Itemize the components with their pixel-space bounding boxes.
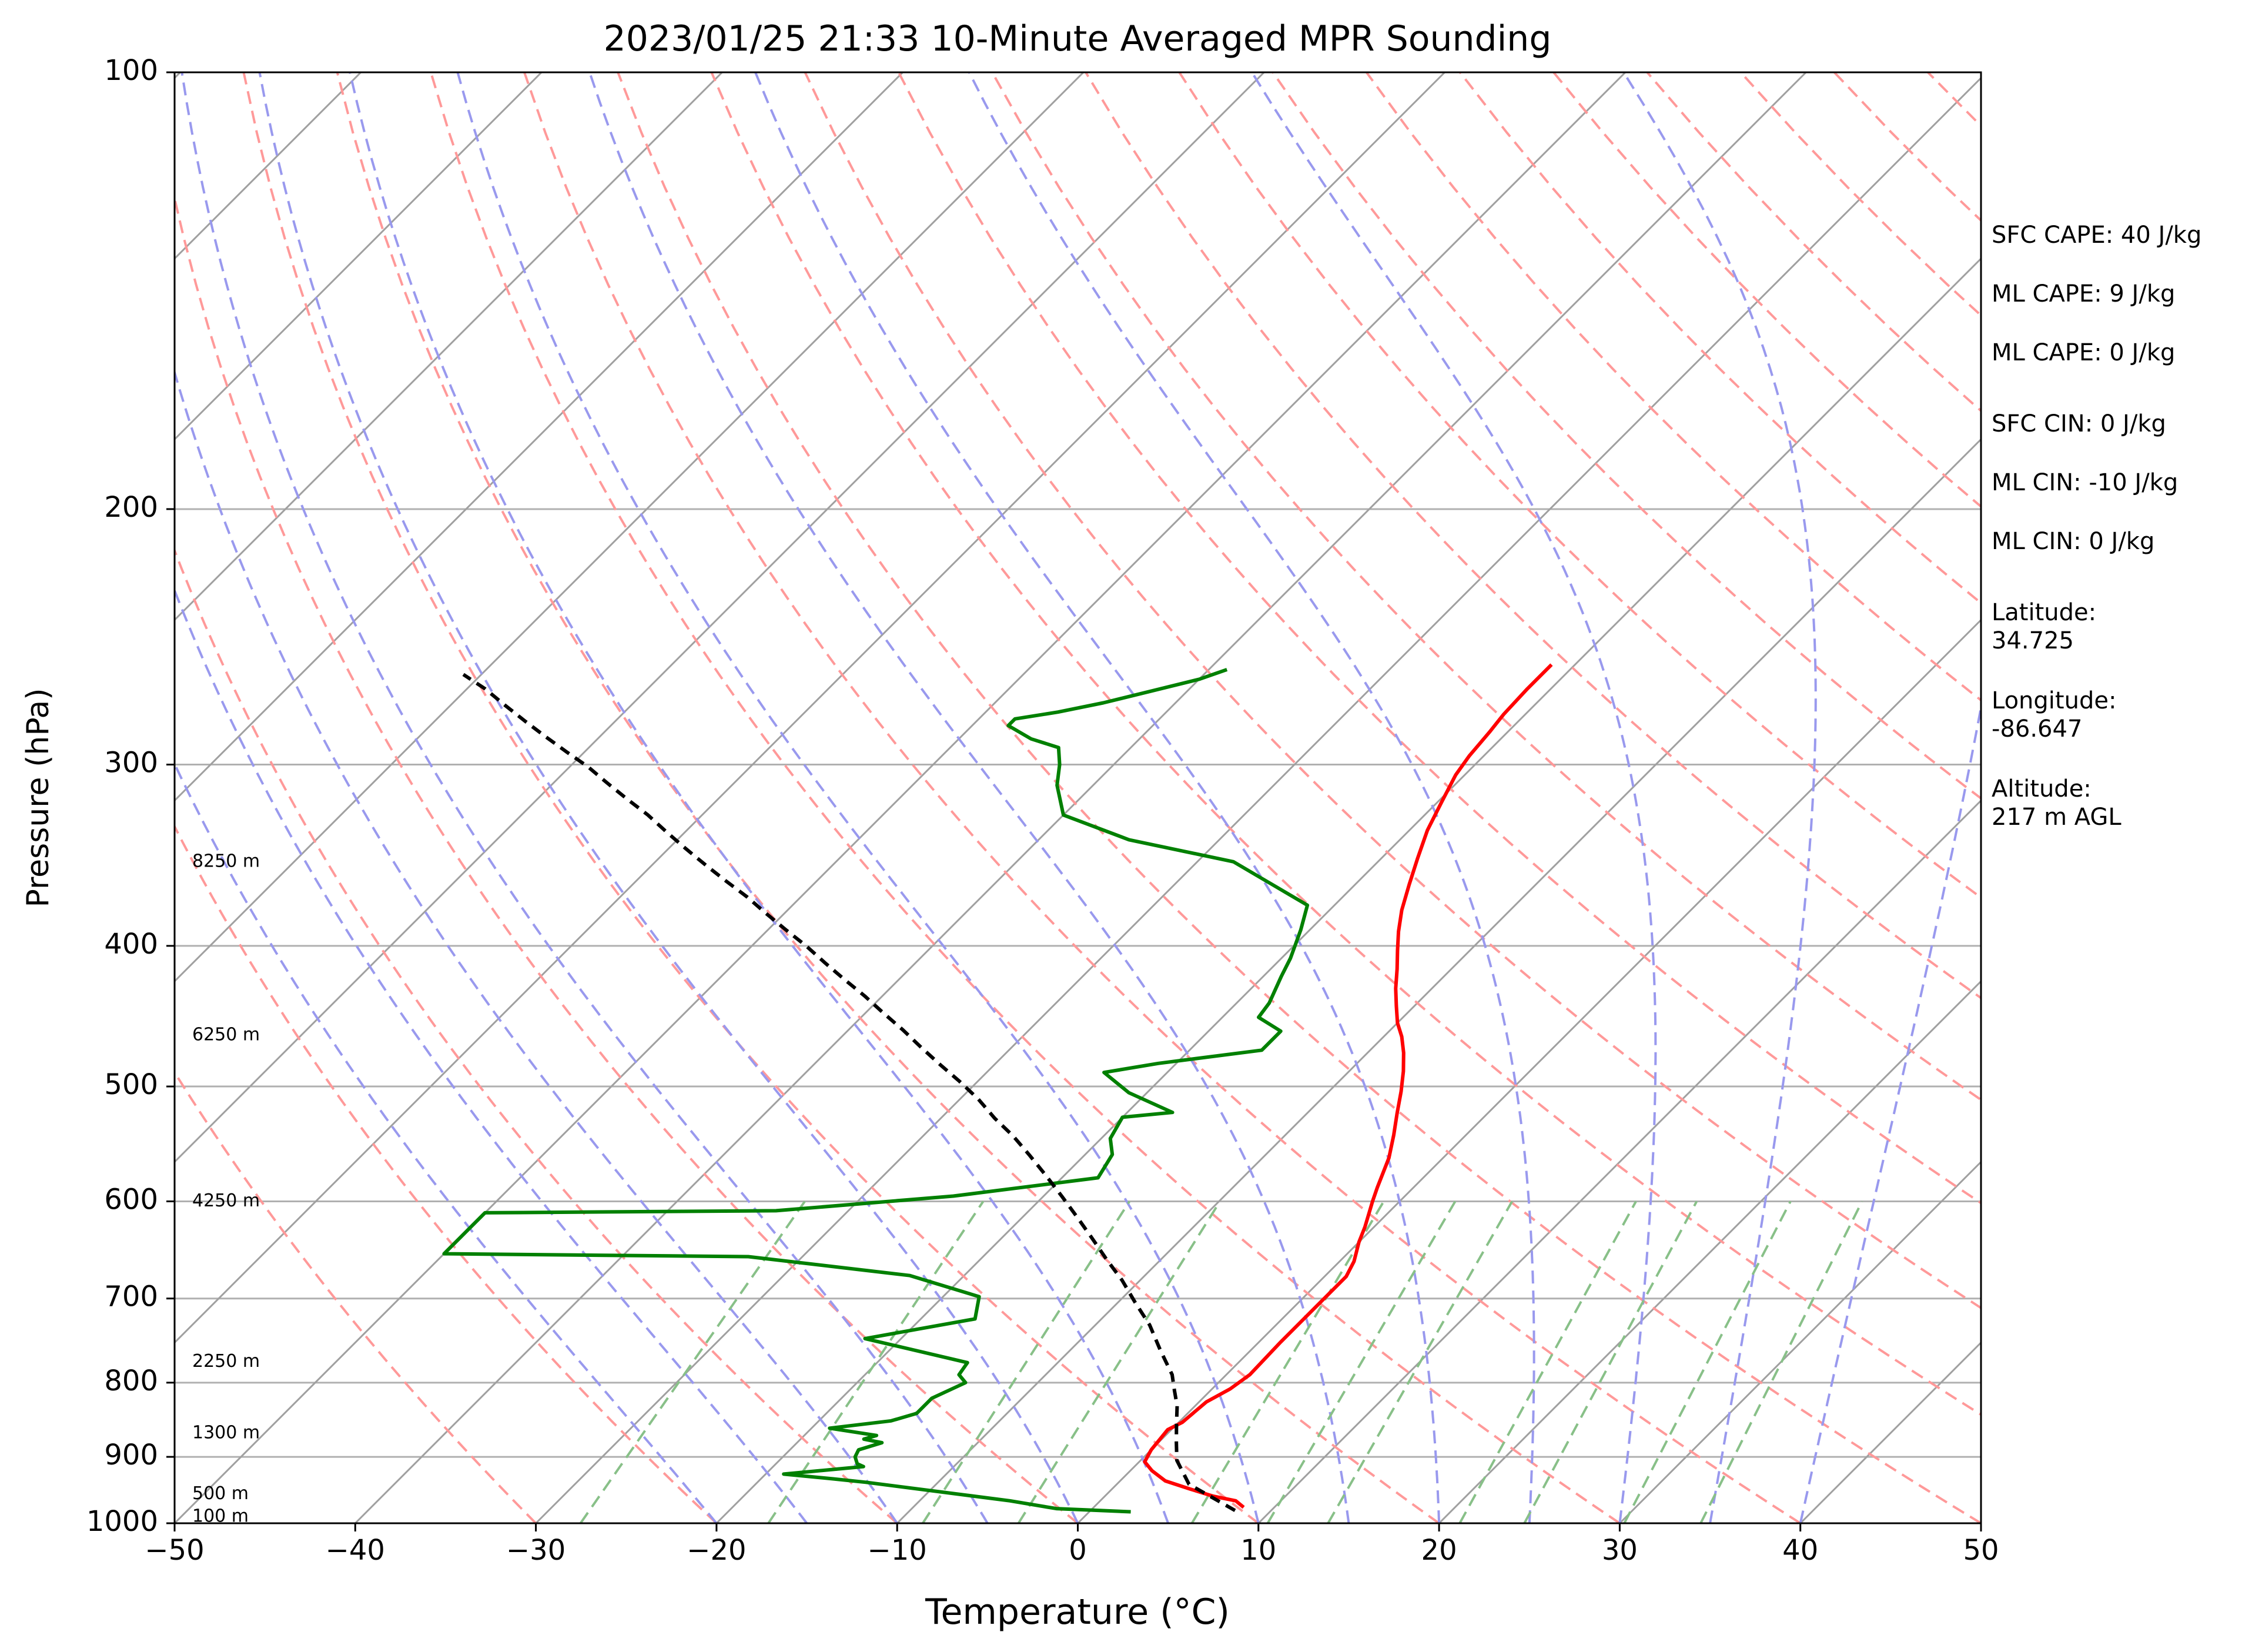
moist-adiabat <box>180 72 989 1523</box>
isotherm-line <box>535 76 1981 1523</box>
dry-adiabat <box>804 72 1981 1310</box>
height-label: 6250 m <box>192 1025 260 1045</box>
y-tick-label: 900 <box>104 1439 158 1472</box>
mixing-ratio-line <box>1327 1200 1514 1523</box>
height-label: 500 m <box>192 1483 249 1504</box>
x-tick-label: 0 <box>1069 1534 1087 1567</box>
altitude-text: Altitude: 217 m AGL <box>1992 775 2121 831</box>
dry-adiabat <box>175 193 1079 1523</box>
isotherm-line <box>1257 799 1981 1523</box>
moist-adiabat <box>1251 72 1657 1523</box>
sfc-cin-text: SFC CIN: 0 J/kg <box>1992 410 2166 437</box>
mixing-ratio-line <box>1623 1200 1792 1523</box>
height-label: 1300 m <box>192 1423 260 1443</box>
mixing-ratio-line <box>1699 1200 1863 1523</box>
ml-cape-text-2: ML CAPE: 0 J/kg <box>1992 339 2176 366</box>
x-tick-label: 10 <box>1240 1534 1276 1567</box>
dry-adiabat <box>175 824 718 1523</box>
moist-adiabat <box>175 587 808 1523</box>
mixing-ratio-line <box>1266 1200 1457 1523</box>
ml-cape-text: ML CAPE: 9 J/kg <box>1992 280 2176 307</box>
isotherm-line <box>175 72 723 621</box>
isotherm-line <box>175 72 1085 983</box>
x-tick-label: 50 <box>1963 1534 1999 1567</box>
y-tick-label: 800 <box>104 1365 158 1397</box>
mixing-ratio-line <box>1017 1200 1222 1523</box>
dry-adiabat <box>1365 72 1981 702</box>
mixing-ratio-line <box>579 1200 806 1523</box>
dry-adiabat <box>336 72 1440 1523</box>
height-label: 8250 m <box>192 851 260 871</box>
x-tick-label: −40 <box>326 1534 385 1567</box>
isotherm-line <box>175 72 1265 1163</box>
dewpoint-line <box>442 668 1310 1514</box>
isotherm-line <box>1619 1161 1981 1523</box>
mixing-ratio-line <box>1523 1200 1698 1523</box>
dry-adiabat <box>523 72 1801 1523</box>
moist-adiabat <box>1622 72 1817 1523</box>
x-tick-label: −20 <box>687 1534 746 1567</box>
height-label: 2250 m <box>192 1351 260 1372</box>
mixing-ratio-line <box>1190 1200 1385 1523</box>
chart-title: 2023/01/25 21:33 10-Minute Averaged MPR … <box>604 18 1552 59</box>
ml-cin-text: ML CIN: -10 J/kg <box>1992 469 2179 496</box>
x-tick-label: 20 <box>1421 1534 1457 1567</box>
height-label: 4250 m <box>192 1190 260 1211</box>
x-tick-label: −50 <box>145 1534 204 1567</box>
moist-adiabat <box>349 72 1170 1523</box>
moist-adiabat <box>588 72 1350 1523</box>
x-tick-label: −10 <box>868 1534 927 1567</box>
dry-adiabat <box>242 72 1260 1523</box>
temperature-line <box>1143 663 1553 1509</box>
isotherm-line <box>1438 979 1981 1523</box>
y-tick-label: 700 <box>104 1280 158 1313</box>
x-axis-label: Temperature (°C) <box>925 1591 1230 1633</box>
x-tick-label: −30 <box>506 1534 565 1567</box>
moist-adiabat <box>968 72 1535 1523</box>
isotherm-line <box>896 438 1981 1523</box>
moist-adiabat <box>258 72 1079 1523</box>
moist-adiabat <box>1799 701 1981 1523</box>
y-tick-label: 300 <box>104 747 158 780</box>
dry-adiabat <box>175 547 898 1523</box>
dry-adiabat <box>991 72 1981 1102</box>
dry-adiabat <box>617 72 1981 1523</box>
isotherm-line <box>1077 618 1981 1523</box>
dry-adiabat <box>175 1070 537 1523</box>
parcel-path-line <box>462 673 1236 1512</box>
moist-adiabat <box>456 72 1260 1523</box>
dry-adiabat <box>897 72 1981 1205</box>
isotherm-line <box>354 72 1807 1523</box>
latitude-text: Latitude: 34.725 <box>1992 599 2097 654</box>
y-tick-label: 1000 <box>86 1505 158 1538</box>
dry-adiabat <box>710 72 1981 1416</box>
y-tick-label: 600 <box>104 1183 158 1216</box>
y-tick-label: 100 <box>104 54 158 87</box>
x-tick-label: 40 <box>1782 1534 1818 1567</box>
x-tick-label: 30 <box>1602 1534 1638 1567</box>
moist-adiabat <box>175 761 718 1523</box>
moist-adiabat <box>754 72 1441 1523</box>
mixing-ratio-line <box>767 1200 985 1523</box>
sfc-cape-text: SFC CAPE: 40 J/kg <box>1992 222 2202 249</box>
y-axis-label: Pressure (hPa) <box>21 688 56 908</box>
isotherm-line <box>175 72 1627 1523</box>
y-tick-label: 500 <box>104 1068 158 1101</box>
y-tick-label: 400 <box>104 928 158 961</box>
y-tick-label: 200 <box>104 491 158 524</box>
mixing-ratio-line <box>922 1200 1131 1523</box>
ml-cin-text-2: ML CIN: 0 J/kg <box>1992 528 2155 555</box>
isotherm-line <box>175 72 1445 1344</box>
dry-adiabat <box>1178 72 1981 899</box>
mixing-ratio-line <box>1458 1200 1637 1523</box>
longitude-text: Longitude: -86.647 <box>1992 687 2117 743</box>
moist-adiabat <box>175 368 898 1523</box>
isotherm-line <box>175 72 904 802</box>
isotherm-line <box>175 72 543 441</box>
